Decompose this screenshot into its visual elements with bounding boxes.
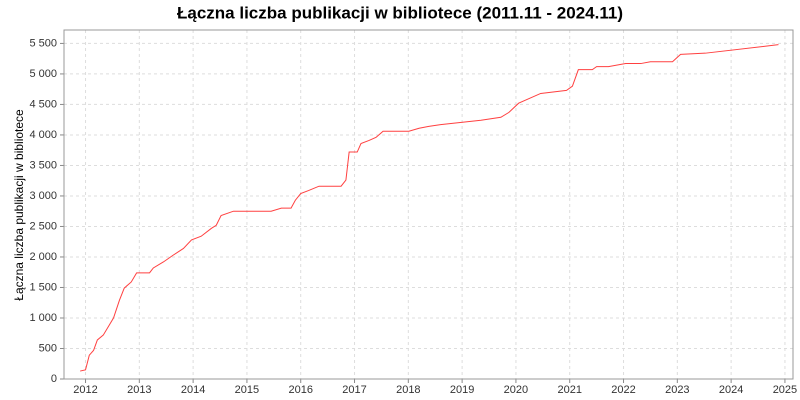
x-tick-label: 2023 [665,384,689,396]
plot-frame [63,29,794,380]
x-tick-label: 2025 [773,384,797,396]
chart-title: Łączna liczba publikacji w bibliotece (2… [177,3,623,22]
x-tick-label: 2019 [450,384,474,396]
x-tick-label: 2021 [557,384,581,396]
x-tick-label: 2016 [288,384,312,396]
y-tick-label: 5 000 [29,68,57,80]
y-tick-label: 5 500 [29,37,57,49]
x-tick-label: 2014 [181,384,205,396]
x-tick-label: 2022 [611,384,635,396]
x-tick-label: 2024 [719,384,743,396]
x-tick-label: 2013 [127,384,151,396]
y-tick-label: 0 [51,373,57,385]
x-tick-label: 2017 [342,384,366,396]
y-tick-label: 3 500 [29,159,57,171]
x-tick-label: 2015 [235,384,259,396]
y-tick-label: 2 000 [29,251,57,263]
y-tick-label: 1 500 [29,281,57,293]
x-tick-label: 2012 [73,384,97,396]
x-tick-label: 2020 [504,384,528,396]
y-axis-label: Łączna liczba publikacji w bibliotece [12,109,26,301]
y-tick-label: 500 [39,342,57,354]
y-tick-label: 3 000 [29,190,57,202]
y-tick-label: 2 500 [29,220,57,232]
data-line [80,44,779,372]
y-tick-label: 4 000 [29,129,57,141]
y-tick-label: 1 000 [29,312,57,324]
x-tick-label: 2018 [396,384,420,396]
y-tick-label: 4 500 [29,98,57,110]
